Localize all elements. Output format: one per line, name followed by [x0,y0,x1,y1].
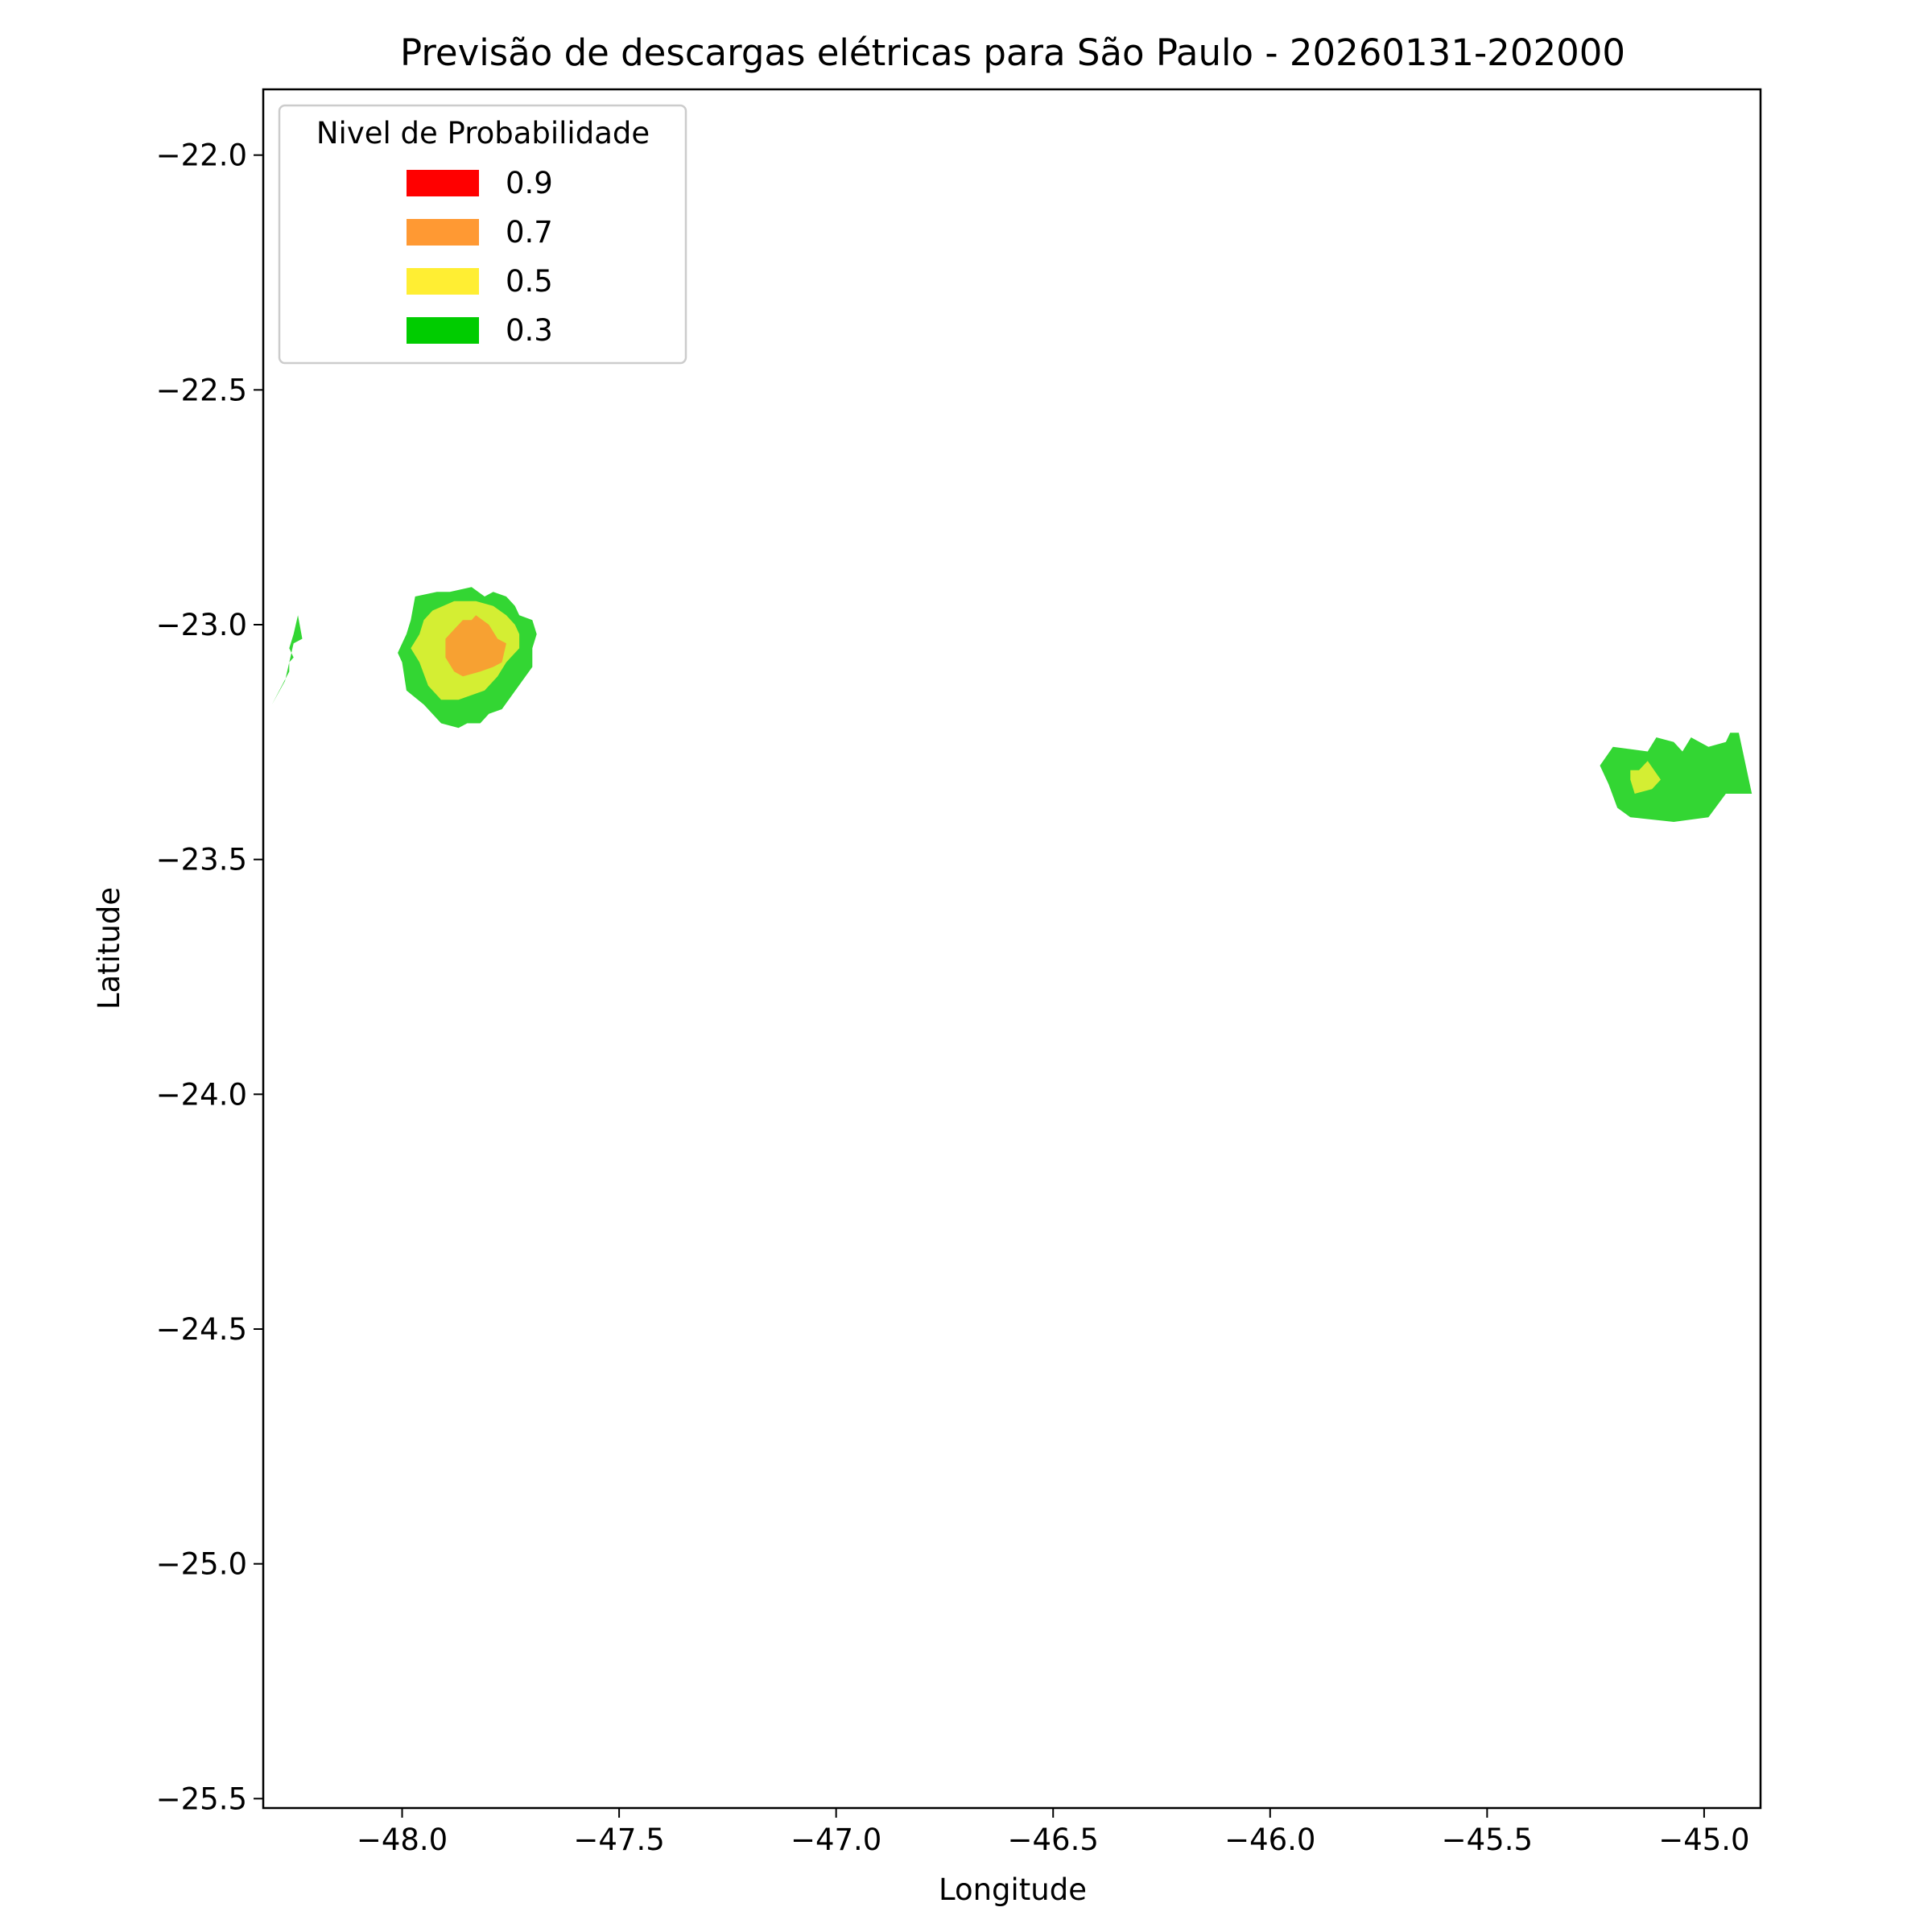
legend-label: 0.9 [506,166,553,200]
legend-swatch [407,219,479,246]
contour-regions [271,587,1752,822]
chart-title: Previsão de descargas elétricas para São… [400,31,1625,74]
legend-label: 0.7 [506,215,553,250]
legend-swatch [407,268,479,295]
y-tick-label: −24.0 [156,1077,247,1112]
plot-area [263,89,1761,1808]
x-tick-label: −45.0 [1658,1823,1749,1857]
contour-region-west-edge-sliver [271,615,303,705]
y-axis-label: Latitude [92,887,126,1009]
y-tick-label: −23.0 [156,608,247,642]
y-tick-label: −22.5 [156,373,247,407]
legend-title: Nivel de Probabilidade [316,116,650,151]
x-tick-label: −48.0 [357,1823,448,1857]
contour-region-east-cell-middle [1630,761,1661,794]
y-tick-label: −25.5 [156,1781,247,1816]
y-axis: −22.0 −22.5 −23.0 −23.5 −24.0 −24.5 −25.0 −25.5 [156,138,263,1816]
y-tick-label: −22.0 [156,138,247,173]
plot-frame [262,88,1762,1810]
x-tick-label: −46.5 [1008,1823,1099,1857]
x-tick-label: −46.0 [1224,1823,1315,1857]
legend-entries: 0.9 0.7 0.5 0.3 [407,166,553,348]
y-tick-label: −24.5 [156,1312,247,1347]
x-tick-label: −47.0 [791,1823,881,1857]
legend-label: 0.3 [506,313,553,348]
contour-region-east-cell-outer [1600,733,1752,822]
y-tick-label: −23.5 [156,843,247,877]
x-tick-label: −47.5 [573,1823,664,1857]
x-axis: −48.0 −47.5 −47.0 −46.5 −46.0 −45.5 −45.0 [357,1808,1750,1857]
y-tick-label: −25.0 [156,1547,247,1582]
legend-frame [278,104,687,365]
contour-region-west-cell-core [445,615,506,677]
legend: Nivel de Probabilidade 0.9 0.7 0.5 0.3 [278,104,687,365]
legend-swatch [407,317,479,344]
legend-label: 0.5 [506,264,553,299]
x-axis-label: Longitude [939,1872,1087,1907]
legend-swatch [407,170,479,196]
x-tick-label: −45.5 [1442,1823,1533,1857]
